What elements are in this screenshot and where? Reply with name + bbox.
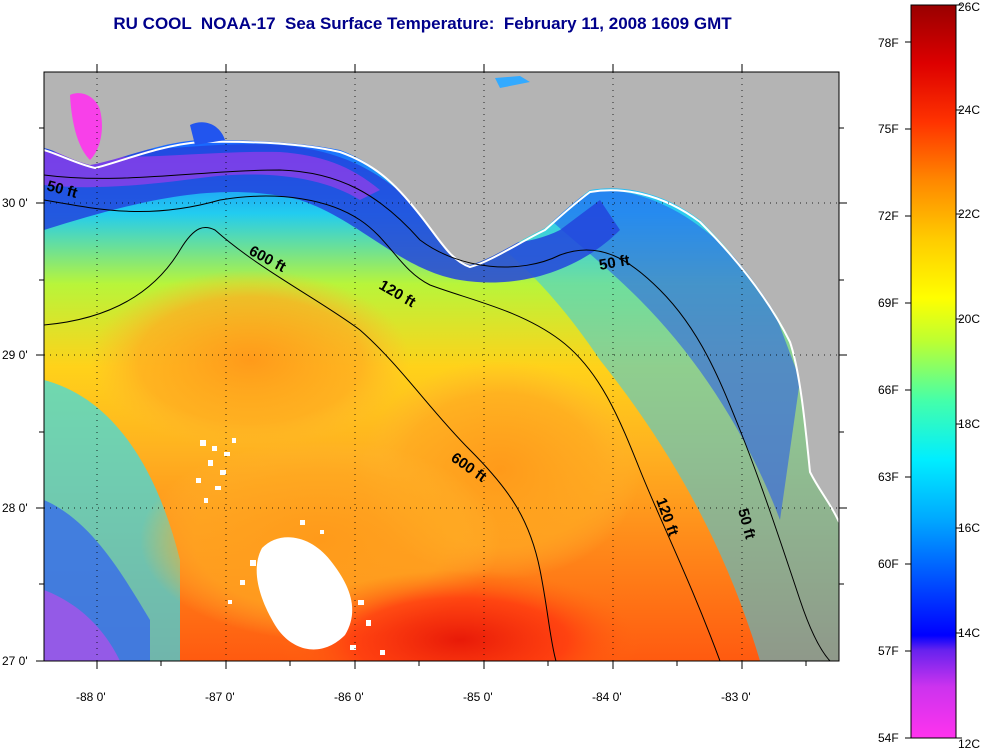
axis-ticks xyxy=(36,64,847,669)
colorbar-c-label: 14C xyxy=(958,626,981,640)
colorbar-c-label: 22C xyxy=(958,207,981,221)
lon-label: -85 0' xyxy=(463,690,493,704)
lon-label: -87 0' xyxy=(205,690,235,704)
colorbar-f-label: 60F xyxy=(878,557,899,571)
colorbar-c-label: 24C xyxy=(958,103,981,117)
colorbar-f-label: 54F xyxy=(878,731,899,745)
colorbar-f-label: 57F xyxy=(878,644,899,658)
colorbar-c-label: 18C xyxy=(958,417,981,431)
map-title: RU COOL NOAA-17 Sea Surface Temperature:… xyxy=(113,14,732,33)
depth-contours xyxy=(44,169,831,661)
lat-label: 27 0' xyxy=(2,654,28,668)
cloud-patches xyxy=(196,438,385,655)
lat-label: 30 0' xyxy=(2,196,28,210)
colorbar-c-label: 20C xyxy=(958,312,981,326)
colorbar-c-label: 26C xyxy=(958,0,981,14)
lon-label: -84 0' xyxy=(592,690,622,704)
lon-label: -83 0' xyxy=(721,690,751,704)
lon-label: -88 0' xyxy=(76,690,106,704)
colorbar-c-label: 12C xyxy=(958,737,981,751)
graticule xyxy=(44,72,839,661)
land-mass xyxy=(44,72,839,520)
contour-label: 50 ft xyxy=(598,252,631,274)
colorbar-f-label: 69F xyxy=(878,296,899,310)
colorbar-f-label: 66F xyxy=(878,383,899,397)
map-frame xyxy=(43,71,840,662)
lat-label: 28 0' xyxy=(2,501,28,515)
colorbar-f-label: 75F xyxy=(878,122,899,136)
colorbar-f-label: 72F xyxy=(878,209,899,223)
colorbar-c-label: 16C xyxy=(958,521,981,535)
colorbar-gradient xyxy=(910,4,957,739)
sst-field xyxy=(44,72,839,661)
lon-label: -86 0' xyxy=(334,690,364,704)
lat-label: 29 0' xyxy=(2,348,28,362)
colorbar-f-label: 63F xyxy=(878,470,899,484)
colorbar-f-label: 78F xyxy=(878,36,899,50)
